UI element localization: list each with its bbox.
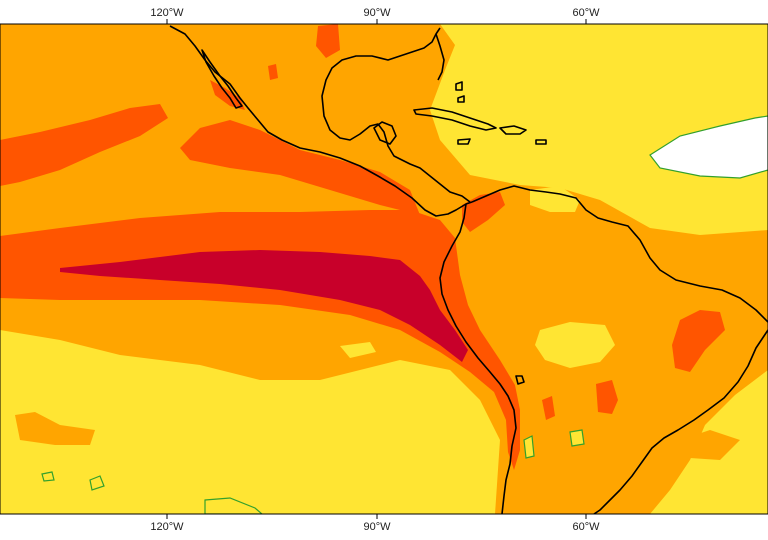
green-contour-5	[523, 435, 535, 459]
lon-label-top-90w: 90°W	[363, 7, 391, 19]
green-contour-4	[204, 497, 263, 514]
coastline-yucatan	[373, 121, 397, 145]
field-band-darkest-equatorial	[60, 250, 468, 362]
coastline-south-america-east	[593, 329, 768, 514]
field-band-light-patch	[340, 342, 376, 358]
coastline-florida	[435, 33, 445, 81]
green-contour-2	[41, 471, 55, 482]
field-band-dark-brazil-east	[672, 310, 725, 372]
field-band-mid-patch-2	[680, 430, 740, 460]
coastline-baja	[201, 49, 243, 109]
coastline-gulf-of-mexico	[321, 27, 471, 203]
coastline-puerto-rico	[535, 139, 547, 145]
green-contour-3	[569, 429, 585, 447]
field-band-dark-patch-2	[268, 64, 278, 80]
axis-ticks	[166, 19, 587, 519]
map-plot-area	[0, 24, 768, 514]
green-contour-1	[89, 475, 105, 491]
field-band-light-caribbean-atlantic	[430, 24, 768, 235]
coastline-south-america	[471, 185, 768, 323]
field-band-light-south-pacific	[0, 330, 500, 514]
coastline-south-america-west	[439, 203, 517, 514]
map-frame	[0, 23, 768, 515]
coastline-bahamas-1	[455, 81, 463, 91]
lon-label-bottom-120w: 120°W	[150, 521, 184, 533]
field-band-dark-northeast-pacific	[0, 104, 168, 186]
field-band-lowest-north-atlantic	[649, 115, 768, 179]
coastline-group	[169, 25, 768, 514]
coastline-cuba	[413, 107, 497, 131]
field-band-dark-patch-3	[542, 396, 555, 420]
lon-label-bottom-90w: 90°W	[363, 521, 391, 533]
coastline-bahamas-2	[457, 95, 465, 103]
field-band-dark-patch-1	[316, 24, 340, 58]
field-band-dark-mexico-coast	[180, 120, 420, 215]
field-band-mid-patch-1	[15, 412, 95, 445]
field-band-light-brazil-interior	[535, 322, 615, 368]
field-band-light-north-coast	[530, 186, 580, 212]
coastline-hispaniola	[499, 125, 527, 135]
coastline-north-central-america	[169, 25, 473, 217]
coastline-galapagos	[515, 375, 525, 385]
lon-label-top-60w: 60°W	[572, 7, 600, 19]
lon-label-bottom-60w: 60°W	[572, 521, 600, 533]
field-band-dark-brazil-south	[596, 380, 618, 414]
lon-label-top-120w: 120°W	[150, 7, 184, 19]
coastline-jamaica	[457, 138, 471, 145]
